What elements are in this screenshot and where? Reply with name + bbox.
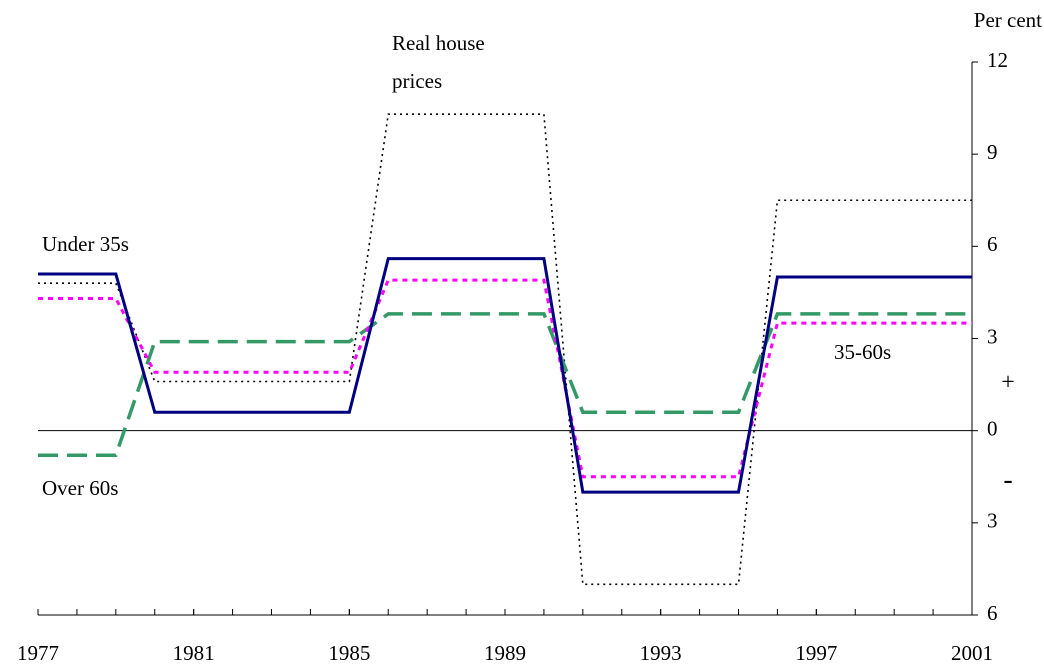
annotation: + <box>1001 370 1015 396</box>
annotation: - <box>1003 464 1012 495</box>
y-tick-label: 0 <box>987 416 998 440</box>
series-label-box: Real house prices <box>392 31 485 93</box>
y-tick-label: 6 <box>987 232 998 256</box>
x-tick-label: 1993 <box>640 641 682 665</box>
y-tick-label: 12 <box>987 48 1008 72</box>
y-tick-label: 9 <box>987 140 998 164</box>
series-line <box>38 278 972 479</box>
x-tick-label: 1997 <box>795 641 837 665</box>
series-line <box>38 312 972 457</box>
y-tick-label: 3 <box>987 509 998 533</box>
x-tick-label: 1989 <box>484 641 526 665</box>
x-tick-label: 1981 <box>173 641 215 665</box>
y-tick-label: 3 <box>987 324 998 348</box>
x-tick-label: 1977 <box>17 641 59 665</box>
series-label: Over 60s <box>42 476 118 500</box>
series-label: Under 35s <box>42 232 129 256</box>
series-label: 35-60s <box>834 340 891 364</box>
x-tick-label: 2001 <box>951 641 993 665</box>
x-tick-label: 1985 <box>328 641 370 665</box>
series-line <box>38 113 972 586</box>
series-line <box>38 257 972 494</box>
series-label: Real house prices <box>392 31 485 93</box>
y-axis-label: Per cent <box>974 8 1042 32</box>
y-tick-label: 6 <box>987 601 998 625</box>
